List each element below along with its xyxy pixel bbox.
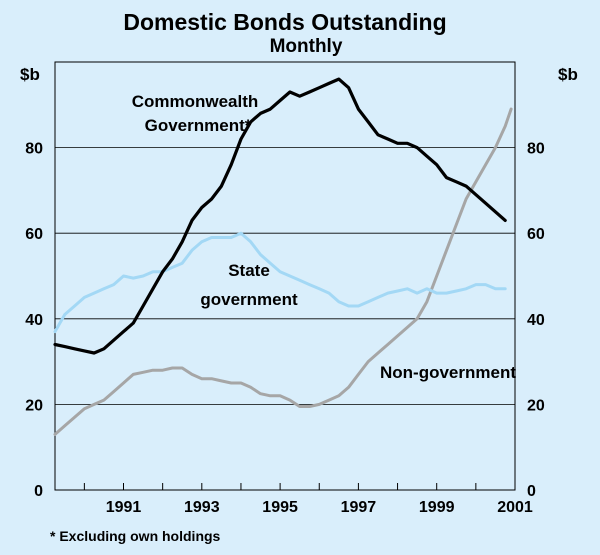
y-tick-label-right: 20 [527, 397, 545, 414]
x-tick-label-2001: 2001 [497, 499, 533, 516]
x-tick-label-1993: 1993 [184, 499, 220, 516]
x-tick-label-1995: 1995 [262, 499, 298, 516]
y-axis-unit-left: $b [20, 65, 40, 84]
series-label-commonwealth-line2: Government* [145, 116, 252, 135]
footnote: * Excluding own holdings [50, 528, 221, 544]
series-lines [53, 77, 513, 436]
y-tick-label-left: 40 [25, 312, 43, 329]
y-axis-unit-right: $b [558, 65, 578, 84]
series-label-nongovernment: Non-government [380, 363, 516, 382]
series-line-commonwealth [53, 77, 507, 355]
y-tick-label-left: 60 [25, 226, 43, 243]
y-tick-label-left: 20 [25, 397, 43, 414]
series-label-state-line1: State [228, 261, 270, 280]
y-tick-label-right: 0 [527, 483, 536, 500]
x-tick-label-1997: 1997 [341, 499, 377, 516]
y-tick-label-left: 0 [34, 483, 43, 500]
x-tick-label-1999: 1999 [419, 499, 455, 516]
gridlines [55, 147, 515, 405]
series-line-non-government [53, 107, 513, 436]
series-line-state [53, 231, 507, 334]
y-tick-label-right: 80 [527, 141, 545, 158]
y-tick-label-left: 80 [25, 141, 43, 158]
series-label-state-line2: government [200, 290, 298, 309]
y-tick-labels-left: 0 20 40 60 80 [25, 141, 43, 500]
y-tick-labels-right: 0 20 40 60 80 [527, 141, 545, 500]
plot-area [54, 61, 516, 491]
x-tick-marks [83, 483, 477, 490]
chart-title: Domestic Bonds Outstanding [123, 9, 446, 35]
x-tick-labels: 1991 1993 1995 1997 1999 2001 [106, 499, 533, 516]
y-tick-label-right: 40 [527, 312, 545, 329]
series-label-commonwealth-line1: Commonwealth [132, 92, 259, 111]
y-tick-label-right: 60 [527, 226, 545, 243]
chart-subtitle: Monthly [270, 36, 343, 57]
x-tick-label-1991: 1991 [106, 499, 142, 516]
